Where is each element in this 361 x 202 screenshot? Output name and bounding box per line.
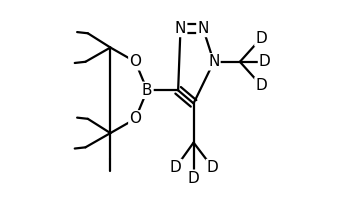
- Text: N: N: [197, 21, 209, 36]
- Text: D: D: [259, 54, 271, 69]
- Text: D: D: [188, 171, 199, 186]
- Text: N: N: [208, 54, 219, 69]
- Text: B: B: [142, 83, 152, 98]
- Text: N: N: [175, 21, 186, 36]
- Text: D: D: [207, 160, 218, 175]
- Text: O: O: [129, 111, 142, 126]
- Text: D: D: [170, 160, 182, 175]
- Text: D: D: [256, 78, 267, 93]
- Text: D: D: [256, 31, 267, 45]
- Text: O: O: [129, 54, 142, 69]
